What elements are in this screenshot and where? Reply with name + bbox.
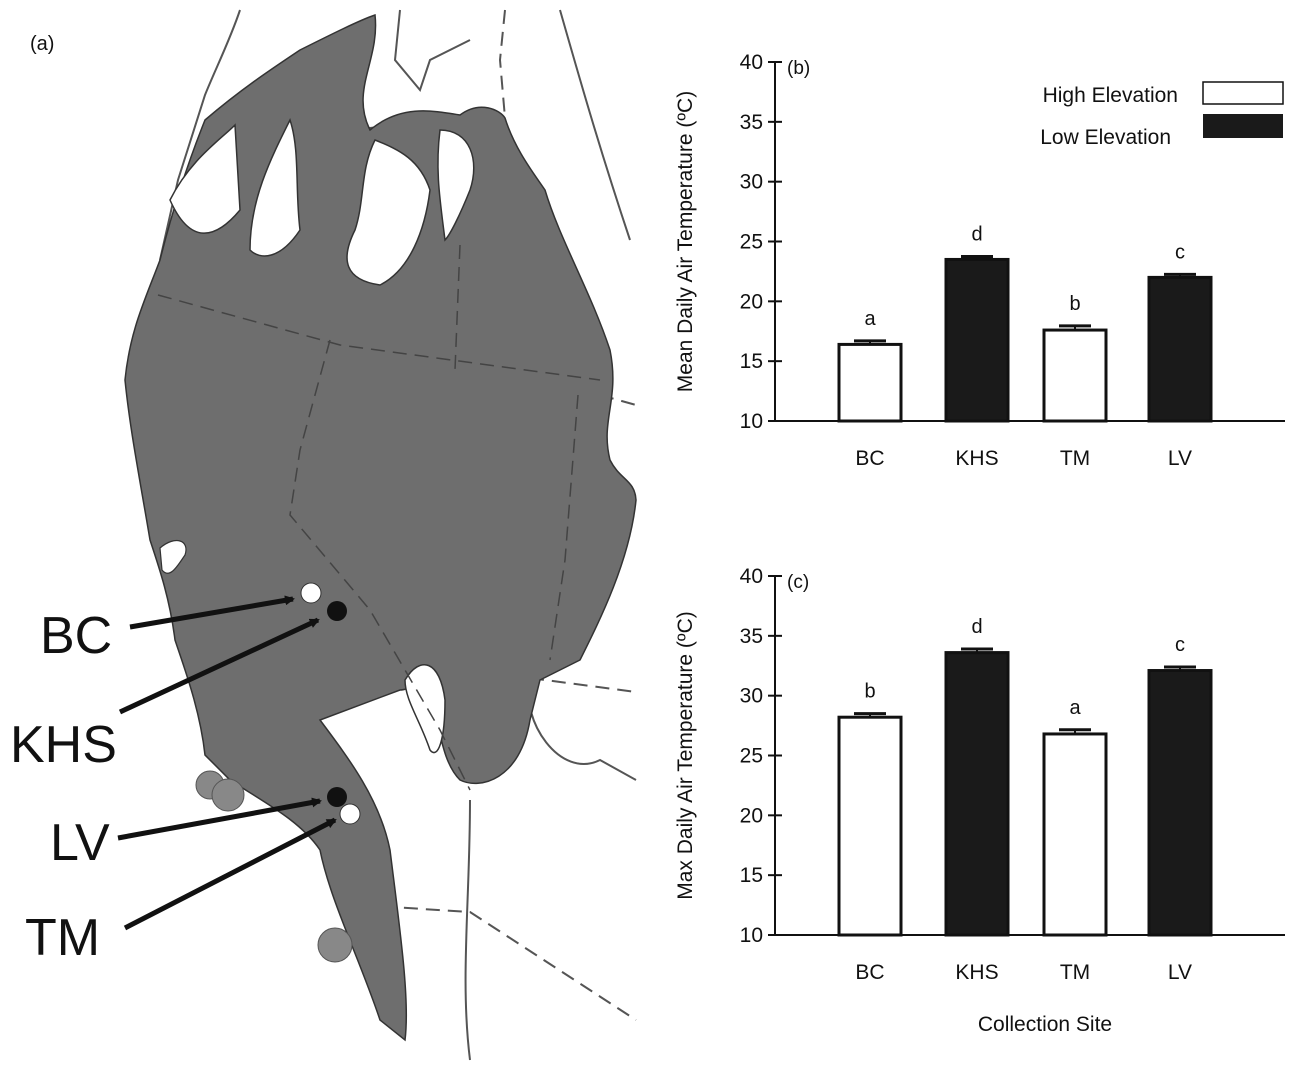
bar (837, 715, 903, 937)
arrow-lv (117, 797, 322, 841)
map-panel-label: (a) (30, 33, 54, 55)
mean-temp-chart: 10 15 20 25 30 35 40 (b) Mean Daily Air Temperat… (640, 40, 1289, 480)
bar (944, 257, 1010, 423)
y-tick-label: 35 (740, 111, 763, 134)
range-gaps (169, 118, 475, 754)
legend-swatch-high (1202, 81, 1284, 105)
y-tick-label: 20 (740, 804, 763, 827)
mean-temp-chart-svg: 10 15 20 25 30 35 40 (b) Mean Daily Air Temperat… (674, 51, 1285, 470)
river-east (527, 679, 637, 781)
legend-label-high: High Elevation (1043, 84, 1178, 107)
coast-inner (464, 799, 471, 1061)
y-tick-label: 40 (740, 565, 763, 588)
island (317, 927, 353, 963)
range-internal-borders (157, 244, 601, 791)
bar (1147, 669, 1213, 937)
site-marker-bc (300, 582, 322, 604)
site-label-lv: LV (50, 814, 110, 872)
bar (944, 651, 1010, 937)
y-tick-label: 10 (740, 924, 763, 947)
x-tick-label: TM (1060, 961, 1090, 984)
y-axis-label: Mean Daily Air Temperature (ºC) (674, 91, 697, 392)
bar (837, 342, 903, 423)
site-marker-khs (327, 601, 347, 621)
site-label-tm: TM (25, 909, 100, 967)
range-gap (346, 139, 431, 286)
y-tick-label: 40 (740, 51, 763, 74)
site-label-bc: BC (40, 607, 112, 665)
y-axis-label: Max Daily Air Temperature (ºC) (674, 611, 697, 900)
x-tick-label: KHS (955, 447, 998, 470)
border-east (559, 9, 631, 241)
significance-letter: d (971, 223, 982, 245)
site-markers (300, 582, 361, 825)
legend-swatch-low (1203, 114, 1283, 138)
y-tick-label: 10 (740, 410, 763, 433)
y-tick-label: 15 (740, 350, 763, 373)
y-tick-label: 25 (740, 231, 763, 254)
state-border (157, 294, 601, 381)
state-border-north (498, 9, 506, 119)
map-panel: (a) BC KHS LV TM (0, 0, 640, 1067)
significance-letter: c (1175, 634, 1185, 656)
x-tick-label: KHS (955, 961, 998, 984)
bar (1042, 732, 1108, 937)
lake (159, 539, 187, 574)
significance-letter: b (864, 681, 875, 703)
site-marker-tm (339, 803, 361, 825)
significance-letter: a (1069, 697, 1081, 719)
range-gap (249, 118, 301, 257)
range-map: (a) BC KHS LV TM (10, 9, 637, 1061)
y-tick-label: 30 (740, 171, 763, 194)
range-gap (169, 123, 241, 234)
island (211, 778, 245, 812)
coastline-north (159, 9, 241, 261)
state-border (549, 394, 579, 661)
bar (1042, 328, 1108, 423)
offshore-islands (195, 770, 353, 963)
border-south (359, 904, 637, 1021)
site-arrows (117, 595, 337, 931)
significance-letter: d (971, 616, 982, 638)
max-temp-chart-svg: 10 15 20 25 30 35 40 (c) Max Daily Air Temperatu… (674, 565, 1285, 1036)
y-tick-label: 20 (740, 290, 763, 313)
x-tick-label: LV (1168, 961, 1192, 984)
x-tick-label: LV (1168, 447, 1192, 470)
range-gap (437, 129, 475, 242)
x-tick-label: BC (855, 447, 884, 470)
site-marker-lv (327, 787, 347, 807)
range-gap (404, 663, 446, 754)
y-tick-label: 25 (740, 745, 763, 768)
x-axis-label: Collection Site (978, 1013, 1112, 1036)
significance-letter: b (1069, 293, 1080, 315)
y-tick-label: 35 (740, 625, 763, 648)
significance-letter: a (864, 308, 876, 330)
max-temp-chart: 10 15 20 25 30 35 40 (c) Max Daily Air Temperatu… (640, 555, 1289, 1055)
x-tick-label: TM (1060, 447, 1090, 470)
arrow-tm (123, 817, 337, 931)
y-tick-label: 15 (740, 864, 763, 887)
river-north (393, 9, 471, 93)
y-tick-label: 30 (740, 685, 763, 708)
site-label-khs: KHS (10, 716, 117, 774)
x-tick-label: BC (855, 961, 884, 984)
border-east-3 (529, 677, 637, 693)
arrow-bc (129, 595, 295, 630)
significance-letter: c (1175, 241, 1185, 263)
state-border (289, 339, 471, 791)
species-range (124, 13, 637, 1042)
panel-label: (c) (787, 572, 809, 593)
panel-label: (b) (787, 58, 810, 79)
bar (1147, 275, 1213, 423)
legend-label-low: Low Elevation (1040, 126, 1171, 149)
arrow-khs (118, 617, 320, 715)
